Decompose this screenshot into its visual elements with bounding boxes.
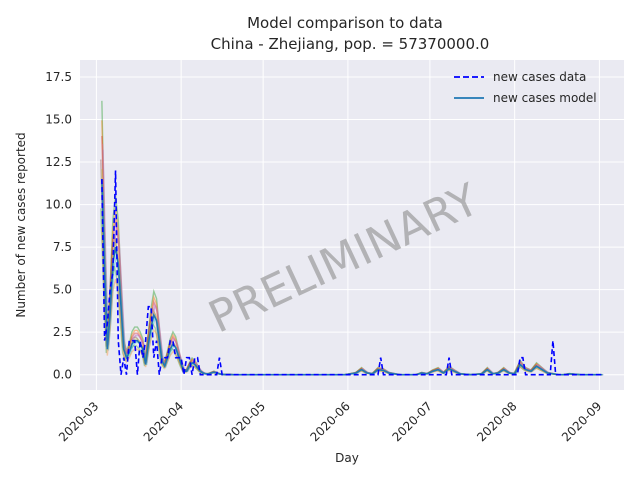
grid-lines [80,60,624,390]
y-tick-label: 17.5 [45,70,72,84]
y-axis-label: Number of new cases reported [14,132,28,317]
legend-label-model: new cases model [493,91,597,105]
y-tick-label: 15.0 [45,113,72,127]
series-lines [101,170,603,376]
y-tick-label: 0.0 [53,368,72,382]
legend-label-data: new cases data [493,70,586,84]
chart-title: Model comparison to data [247,14,443,32]
y-tick-label: 5.0 [53,283,72,297]
chart-subtitle: China - Zhejiang, pop. = 57370000.0 [211,35,490,53]
y-tick-label: 2.5 [53,325,72,339]
x-axis-label: Day [335,451,359,465]
plot-background [80,60,624,390]
y-tick-label: 12.5 [45,155,72,169]
legend: new cases data new cases model [454,70,597,105]
y-tick-label: 10.0 [45,198,72,212]
series-line-new-cases-model [101,179,603,376]
y-tick-label: 7.5 [53,240,72,254]
